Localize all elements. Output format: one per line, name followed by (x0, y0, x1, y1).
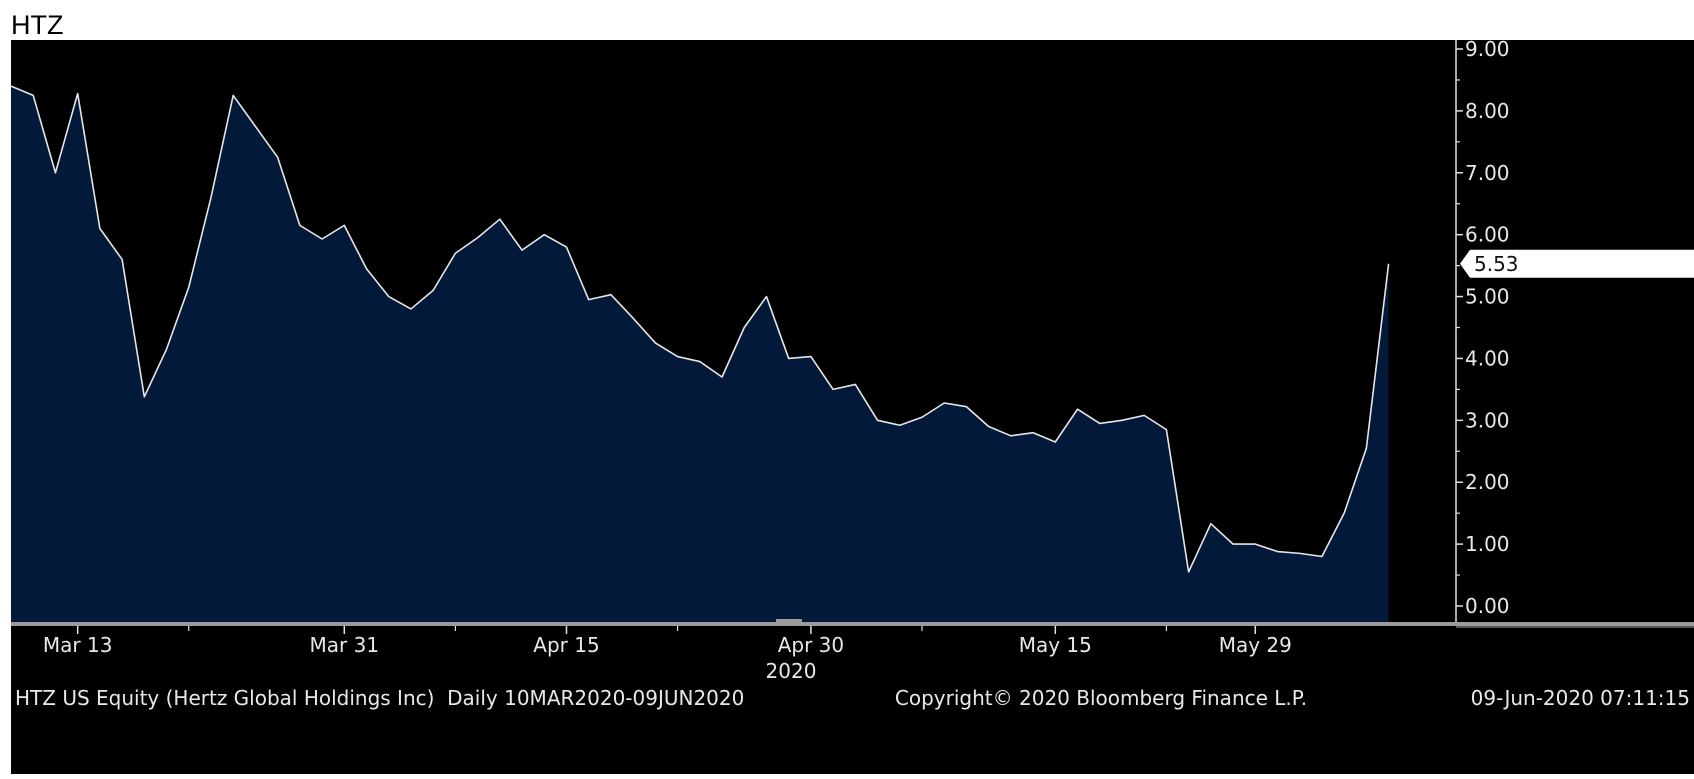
x-tick-label: May 15 (1019, 633, 1092, 657)
y-tick-label: 9.00 (1465, 40, 1510, 61)
chart-container: 0.00 1.00 2.00 3.00 4.00 5.00 6.00 7.00 8.00 9.00… (10, 37, 1694, 774)
y-tick-label: 0.00 (1465, 594, 1510, 618)
x-tick-label: Apr 15 (533, 633, 599, 657)
y-tick-label: 4.00 (1465, 346, 1510, 370)
y-tick-label: 5.00 (1465, 285, 1510, 309)
x-tick-label: Mar 13 (43, 633, 113, 657)
y-axis: 0.00 1.00 2.00 3.00 4.00 5.00 6.00 7.00 8.00 9.00… (1455, 37, 1694, 622)
y-tick-label: 6.00 (1465, 223, 1510, 247)
x-tick-label: Mar 31 (310, 633, 380, 657)
footer-description: HTZ US Equity (Hertz Global Holdings Inc… (15, 686, 744, 710)
y-tick-label: 2.00 (1465, 470, 1510, 494)
price-line (10, 85, 1390, 573)
x-axis-right-strip (1456, 626, 1694, 628)
y-tick-label: 7.00 (1465, 161, 1510, 185)
plot-layer (10, 85, 1390, 622)
price-chart: 0.00 1.00 2.00 3.00 4.00 5.00 6.00 7.00 8.00 9.00… (10, 37, 1694, 774)
footer-copyright: Copyright© 2020 Bloomberg Finance L.P. (895, 686, 1307, 710)
y-tick-label: 8.00 (1465, 99, 1510, 123)
scroll-handle (776, 619, 802, 622)
x-tick-label: May 29 (1219, 633, 1292, 657)
y-tick-label: 1.00 (1465, 532, 1510, 556)
x-axis-separator (11, 622, 1694, 626)
price-area (11, 86, 1389, 622)
chart-title: HTZ (11, 10, 64, 40)
x-tick-label: Apr 30 (778, 633, 844, 657)
y-tick-label: 3.00 (1465, 408, 1510, 432)
footer-timestamp: 09-Jun-2020 07:11:15 (1471, 686, 1690, 710)
last-value-label: 5.53 (1474, 252, 1519, 276)
x-axis: Mar 13 Mar 31 Apr 15 Apr 30 May 15 May 29 (11, 619, 1694, 657)
x-axis-year-label: 2020 (766, 659, 817, 683)
last-value-tag (1460, 249, 1694, 278)
